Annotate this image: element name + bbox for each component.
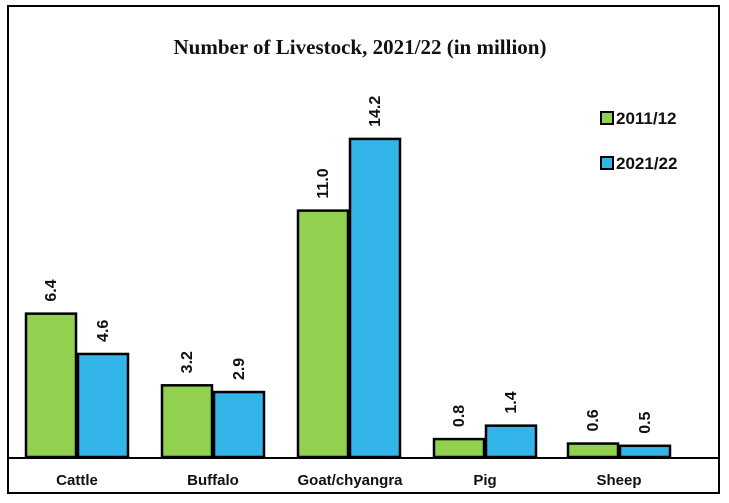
data-label: 11.0 <box>315 168 332 198</box>
bar-buffalo-2011-12 <box>160 384 214 459</box>
data-label: 4.6 <box>95 320 112 342</box>
legend: 2011/12 2021/22 <box>600 109 677 173</box>
chart-title: Number of Livestock, 2021/22 (in million… <box>174 35 547 59</box>
bar-cattle-2011-12 <box>24 312 78 459</box>
category-label: Buffalo <box>187 472 239 489</box>
bar-goat-chyangra-2021-22 <box>348 137 402 459</box>
legend-swatch-2011-12 <box>600 111 614 125</box>
category-label: Goat/chyangra <box>297 472 403 489</box>
category-label: Sheep <box>596 472 641 489</box>
bar-pig-2021-22 <box>484 424 538 459</box>
bar-goat-chyangra-2011-12 <box>296 209 350 459</box>
data-label: 0.6 <box>585 409 602 431</box>
legend-label-2021-22: 2021/22 <box>616 154 677 173</box>
bars-group <box>24 137 672 459</box>
data-label: 2.9 <box>231 358 248 380</box>
data-label: 1.4 <box>503 391 520 413</box>
category-label: Pig <box>473 472 496 489</box>
data-label: 6.4 <box>43 279 60 301</box>
legend-label-2011-12: 2011/12 <box>616 109 677 128</box>
data-label: 0.8 <box>451 405 468 427</box>
bar-sheep-2011-12 <box>566 442 620 459</box>
data-label: 0.5 <box>637 411 654 433</box>
bar-cattle-2021-22 <box>76 352 130 459</box>
legend-swatch-2021-22 <box>600 156 614 170</box>
category-label: Cattle <box>56 472 98 489</box>
bar-sheep-2021-22 <box>618 444 672 459</box>
bar-buffalo-2021-22 <box>212 390 266 459</box>
bar-pig-2011-12 <box>432 437 486 459</box>
category-labels-group: Cattle Buffalo Goat/chyangra Pig Sheep <box>56 472 641 489</box>
data-label: 14.2 <box>367 96 384 127</box>
data-label: 3.2 <box>179 351 196 373</box>
data-labels-group: 6.4 3.2 11.0 0.8 0.6 4.6 2.9 14.2 1.4 0.5 <box>43 96 654 434</box>
